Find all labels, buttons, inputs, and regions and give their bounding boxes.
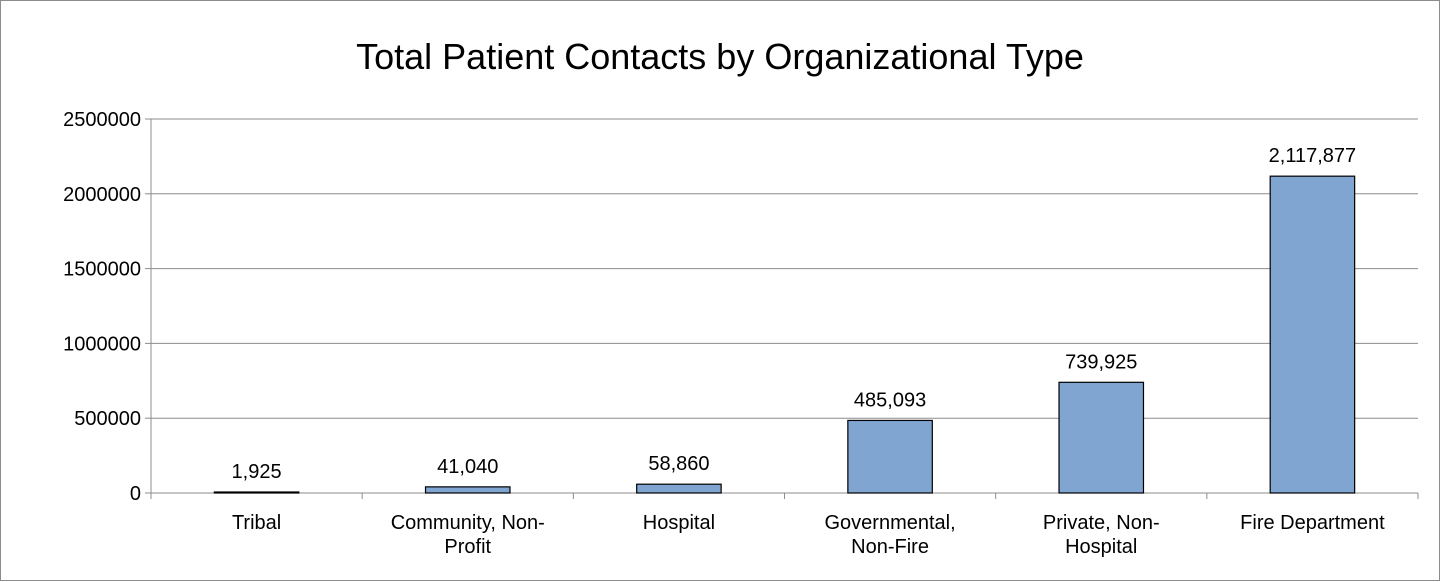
chart-title: Total Patient Contacts by Organizational… bbox=[356, 36, 1084, 77]
x-category-label: Private, Non- bbox=[1043, 512, 1160, 534]
y-tick-label: 0 bbox=[130, 483, 141, 505]
x-category-label: Governmental, bbox=[824, 512, 955, 534]
x-category-label: Hospital bbox=[1065, 536, 1137, 558]
bar bbox=[636, 483, 722, 494]
x-category-label: Profit bbox=[444, 536, 491, 558]
bar bbox=[847, 419, 933, 494]
bar bbox=[1269, 175, 1356, 494]
y-tick-label: 1000000 bbox=[63, 333, 141, 355]
y-tick-label: 2000000 bbox=[63, 184, 141, 206]
y-tick-label: 2500000 bbox=[63, 109, 141, 131]
data-label: 2,117,877 bbox=[1269, 145, 1357, 167]
y-tick-label: 500000 bbox=[74, 408, 141, 430]
data-label: 58,860 bbox=[648, 453, 709, 475]
x-category-label: Hospital bbox=[643, 512, 715, 534]
x-category-label: Tribal bbox=[232, 512, 281, 534]
y-tick-label: 1500000 bbox=[63, 259, 141, 281]
bar bbox=[213, 491, 300, 494]
x-category-label: Community, Non- bbox=[391, 512, 545, 534]
data-label: 41,040 bbox=[437, 456, 498, 478]
bar bbox=[424, 486, 511, 494]
data-label: 739,925 bbox=[1065, 351, 1137, 373]
data-label: 1,925 bbox=[232, 461, 282, 483]
x-category-label: Fire Department bbox=[1240, 512, 1385, 534]
data-label: 485,093 bbox=[854, 389, 926, 411]
bar bbox=[1058, 381, 1145, 494]
x-category-label: Non-Fire bbox=[851, 536, 929, 558]
